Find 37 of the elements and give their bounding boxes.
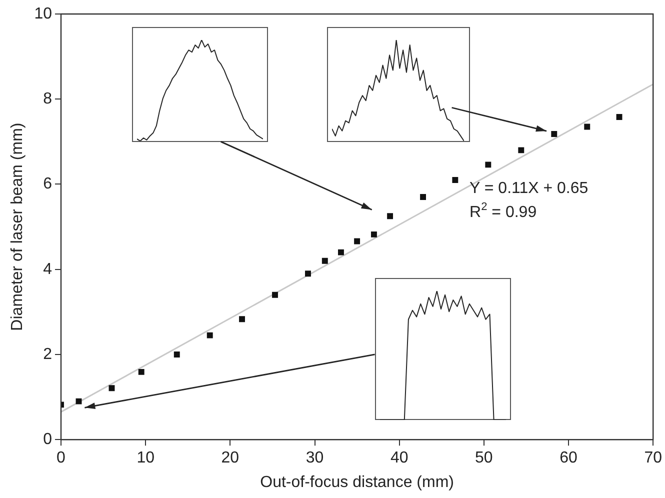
point	[174, 352, 180, 358]
point	[322, 258, 328, 264]
point	[138, 368, 144, 375]
x-tick-label: 30	[306, 450, 324, 467]
x-tick-label: 70	[644, 450, 662, 467]
x-tick-label: 40	[390, 450, 408, 467]
point	[551, 131, 558, 137]
point	[272, 292, 278, 298]
x-tick-label: 50	[475, 450, 493, 467]
y-tick-label: 10	[34, 5, 52, 22]
x-tick-label: 20	[221, 450, 240, 467]
y-tick-label: 2	[43, 346, 52, 363]
point	[452, 177, 458, 183]
point	[387, 213, 394, 220]
point	[108, 385, 115, 392]
point	[206, 332, 213, 338]
y-axis-title: Diameter of laser beam (mm)	[9, 122, 26, 331]
point	[485, 162, 492, 168]
y-tick-label: 6	[43, 176, 52, 193]
x-axis-title: Out-of-focus distance (mm)	[260, 474, 454, 491]
point	[420, 194, 426, 200]
x-tick-label: 10	[136, 450, 155, 467]
point	[616, 114, 622, 120]
annotation: Y = 0.11X + 0.65	[470, 180, 588, 197]
point	[305, 270, 311, 277]
y-tick-label: 0	[43, 431, 52, 448]
point	[354, 238, 360, 244]
point	[370, 231, 377, 238]
x-tick-label: 60	[560, 450, 578, 467]
point	[239, 316, 245, 322]
y-tick-label: 8	[43, 90, 52, 108]
point	[518, 147, 524, 154]
point	[76, 398, 82, 404]
y-tick-label: 4	[43, 260, 52, 278]
x-tick-label: 0	[56, 450, 66, 467]
point	[338, 249, 344, 256]
point	[584, 124, 590, 130]
